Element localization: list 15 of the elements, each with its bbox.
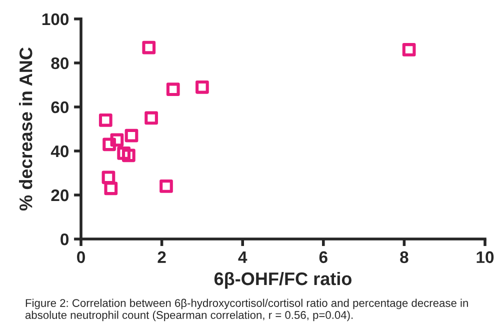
x-tick-label: 10 (476, 251, 494, 264)
y-axis-title: % decrease in ANC (19, 48, 32, 210)
y-tick-label: 60 (51, 101, 69, 114)
x-tick-label: 8 (400, 251, 408, 264)
x-tick-label: 6 (319, 251, 328, 264)
x-tick-label: 0 (77, 251, 85, 264)
y-tick-label: 40 (50, 145, 69, 158)
y-tick-label: 80 (51, 57, 69, 70)
x-tick-label: 4 (238, 251, 248, 263)
y-tick-label: 0 (60, 233, 69, 246)
x-tick-label: 2 (158, 251, 166, 263)
y-tick-label: 100 (42, 13, 69, 26)
x-axis-title: 6β-OHF/FC ratio (214, 272, 352, 289)
caption: Figure 2: Correlation between 6β-hydroxycortisol/cortisol ratio and percentage decrease in absolute neutrophil count (Spearman correlation, r = 0.56, p=0.04). (25, 298, 468, 322)
y-tick-label: 20 (51, 189, 69, 202)
